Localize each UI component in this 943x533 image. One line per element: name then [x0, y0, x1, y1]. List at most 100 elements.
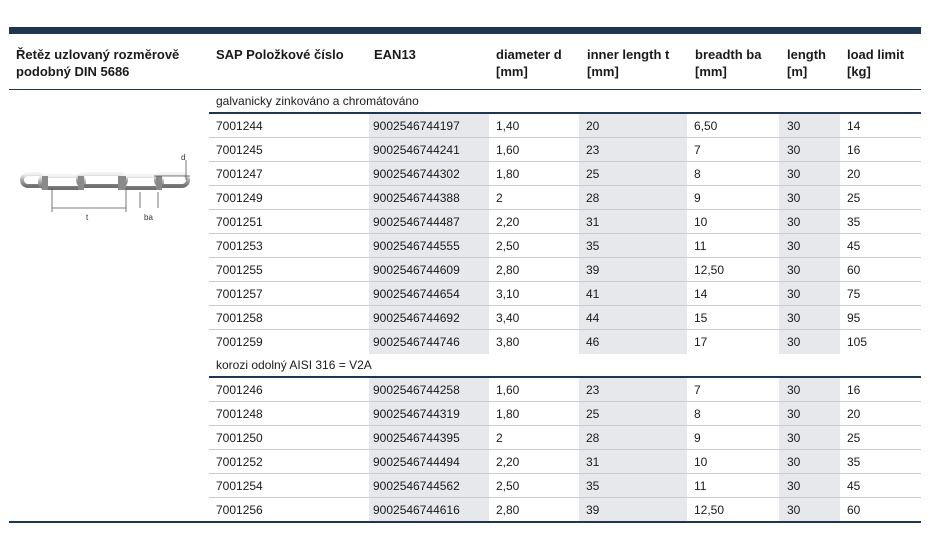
cell-length: 30	[787, 143, 801, 157]
row-divider	[209, 161, 921, 162]
cell-ean: 9002546744616	[373, 503, 460, 517]
row-divider	[209, 257, 921, 258]
cell-length: 30	[787, 263, 801, 277]
cell-length: 30	[787, 239, 801, 253]
cell-ean: 9002546744654	[373, 287, 460, 301]
cell-d: 2	[496, 431, 503, 445]
cell-t: 28	[586, 191, 600, 205]
cell-t: 44	[586, 311, 600, 325]
cell-t: 41	[586, 287, 600, 301]
cell-d: 3,80	[496, 335, 520, 349]
row-divider	[209, 281, 921, 282]
table-row: 7001251 9002546744487 2,20 31 10 30 35	[209, 210, 921, 234]
cell-sap: 7001250	[216, 431, 263, 445]
cell-sap: 7001257	[216, 287, 263, 301]
cell-load: 20	[847, 167, 861, 181]
column-shade	[369, 34, 489, 522]
cell-t: 39	[586, 503, 600, 517]
cell-load: 75	[847, 287, 861, 301]
cell-load: 16	[847, 143, 861, 157]
cell-d: 3,10	[496, 287, 520, 301]
cell-sap: 7001255	[216, 263, 263, 277]
cell-length: 30	[787, 431, 801, 445]
table-row: 7001253 9002546744555 2,50 35 11 30 45	[209, 234, 921, 258]
cell-sap: 7001247	[216, 167, 263, 181]
cell-load: 16	[847, 383, 861, 397]
cell-length: 30	[787, 479, 801, 493]
table-header: Řetěz uzlovaný rozměrově podobný DIN 568…	[9, 34, 921, 89]
cell-t: 39	[586, 263, 600, 277]
cell-load: 35	[847, 455, 861, 469]
cell-ba: 9	[694, 191, 701, 205]
cell-ba: 12,50	[694, 263, 725, 277]
header-separator	[9, 89, 921, 90]
cell-ean: 9002546744197	[373, 119, 460, 133]
cell-ean: 9002546744692	[373, 311, 460, 325]
header-product-line1: Řetěz uzlovaný rozměrově	[16, 47, 180, 62]
table-row: 7001244 9002546744197 1,40 20 6,50 30 14	[209, 114, 921, 138]
cell-sap: 7001258	[216, 311, 263, 325]
table-row: 7001252 9002546744494 2,20 31 10 30 35	[209, 450, 921, 474]
table-row: 7001256 9002546744616 2,80 39 12,50 30 60	[209, 498, 921, 522]
header-inner-length: inner length t [mm]	[587, 47, 670, 79]
row-divider	[209, 329, 921, 330]
header-length: length [m]	[787, 47, 826, 79]
cell-ba: 11	[694, 239, 707, 253]
cell-ba: 9	[694, 431, 701, 445]
header-load-limit: load limit [kg]	[847, 47, 905, 79]
cell-t: 28	[586, 431, 600, 445]
row-divider	[209, 449, 921, 450]
cell-t: 46	[586, 335, 600, 349]
cell-load: 35	[847, 215, 861, 229]
group-header: korozi odolný AISI 316 = V2A	[209, 354, 921, 376]
row-divider	[209, 473, 921, 474]
cell-sap: 7001251	[216, 215, 263, 229]
table-row: 7001246 9002546744258 1,60 23 7 30 16	[209, 378, 921, 402]
cell-ba: 8	[694, 407, 701, 421]
cell-length: 30	[787, 383, 801, 397]
cell-ba: 15	[694, 311, 708, 325]
row-divider	[209, 209, 921, 210]
column-shade	[579, 34, 687, 522]
cell-ean: 9002546744258	[373, 383, 460, 397]
cell-t: 31	[586, 455, 600, 469]
row-divider	[209, 497, 921, 498]
row-divider	[209, 425, 921, 426]
header-product: Řetěz uzlovaný rozměrově podobný DIN 568…	[16, 46, 179, 80]
cell-ba: 7	[694, 143, 701, 157]
cell-length: 30	[787, 167, 801, 181]
table-row: 7001255 9002546744609 2,80 39 12,50 30 60	[209, 258, 921, 282]
cell-ean: 9002546744609	[373, 263, 460, 277]
header-ean: EAN13	[374, 47, 416, 62]
cell-t: 20	[586, 119, 600, 133]
cell-ba: 7	[694, 383, 701, 397]
cell-sap: 7001253	[216, 239, 263, 253]
table-bottom-border	[9, 521, 921, 523]
cell-length: 30	[787, 503, 801, 517]
cell-ean: 9002546744555	[373, 239, 460, 253]
cell-length: 30	[787, 119, 801, 133]
cell-ba: 10	[694, 455, 708, 469]
cell-length: 30	[787, 407, 801, 421]
cell-d: 2,80	[496, 263, 520, 277]
cell-sap: 7001244	[216, 119, 263, 133]
cell-sap: 7001254	[216, 479, 263, 493]
cell-length: 30	[787, 311, 801, 325]
cell-length: 30	[787, 335, 801, 349]
cell-load: 25	[847, 191, 861, 205]
row-divider	[209, 185, 921, 186]
cell-ean: 9002546744395	[373, 431, 460, 445]
cell-load: 95	[847, 311, 861, 325]
cell-ean: 9002546744302	[373, 167, 460, 181]
table-row: 7001248 9002546744319 1,80 25 8 30 20	[209, 402, 921, 426]
group-label: korozi odolný AISI 316 = V2A	[216, 358, 372, 372]
cell-ean: 9002546744494	[373, 455, 460, 469]
header-diameter: diameter d [mm]	[496, 47, 562, 79]
cell-ean: 9002546744487	[373, 215, 460, 229]
cell-t: 25	[586, 167, 600, 181]
cell-t: 35	[586, 479, 600, 493]
cell-ean: 9002546744562	[373, 479, 460, 493]
cell-ba: 12,50	[694, 503, 725, 517]
cell-ba: 8	[694, 167, 701, 181]
cell-d: 1,60	[496, 383, 520, 397]
